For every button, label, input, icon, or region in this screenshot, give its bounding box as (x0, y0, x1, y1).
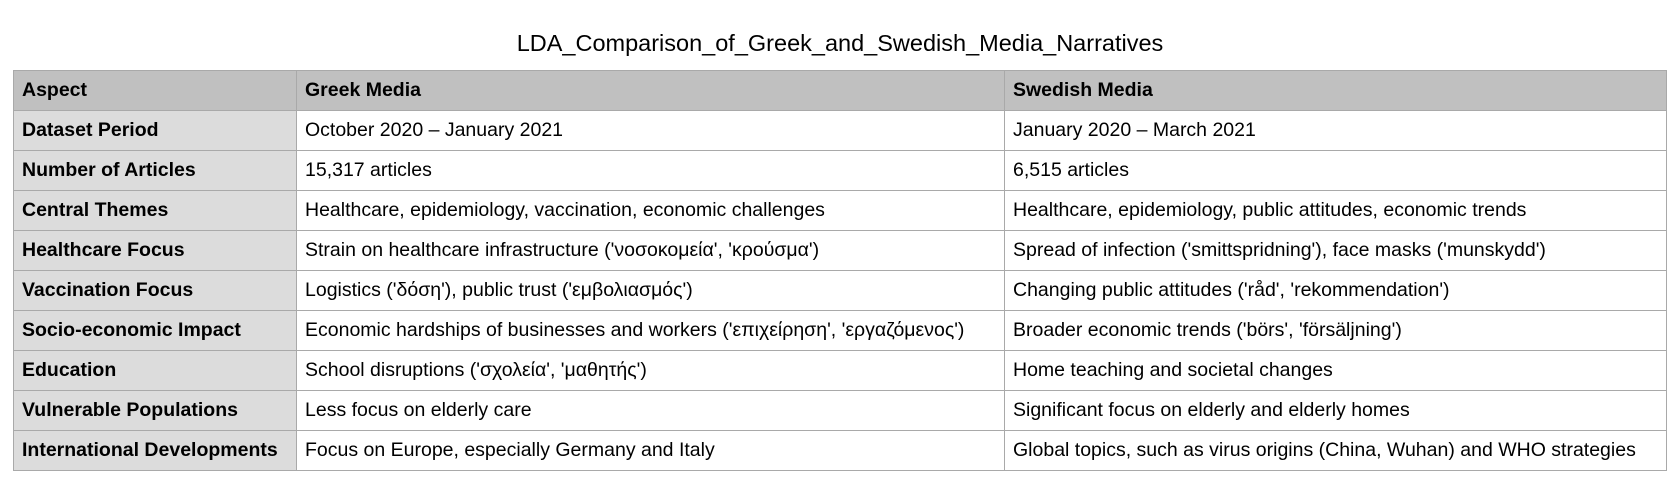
table-row: Number of Articles 15,317 articles 6,515… (13, 150, 1667, 191)
table-row: Vaccination Focus Logistics ('δόση'), pu… (13, 270, 1667, 311)
table-row: Vulnerable Populations Less focus on eld… (13, 390, 1667, 431)
greek-media-cell: Healthcare, epidemiology, vaccination, e… (296, 190, 1005, 231)
greek-media-cell: Strain on healthcare infrastructure ('νο… (296, 230, 1005, 271)
greek-media-cell: School disruptions ('σχολεία', 'μαθητής'… (296, 350, 1005, 391)
row-aspect-label: Socio-economic Impact (13, 310, 297, 351)
greek-media-cell: Focus on Europe, especially Germany and … (296, 430, 1005, 471)
row-aspect-label: Education (13, 350, 297, 391)
header-swedish-media: Swedish Media (1004, 70, 1667, 111)
swedish-media-cell: Home teaching and societal changes (1004, 350, 1667, 391)
row-aspect-label: Vaccination Focus (13, 270, 297, 311)
table-row: International Developments Focus on Euro… (13, 430, 1667, 471)
table-row: Central Themes Healthcare, epidemiology,… (13, 190, 1667, 231)
header-aspect: Aspect (13, 70, 297, 111)
greek-media-cell: Logistics ('δόση'), public trust ('εμβολ… (296, 270, 1005, 311)
table-row: Socio-economic Impact Economic hardships… (13, 310, 1667, 351)
header-row: Aspect Greek Media Swedish Media (13, 70, 1667, 111)
row-aspect-label: Healthcare Focus (13, 230, 297, 271)
row-aspect-label: Number of Articles (13, 150, 297, 191)
swedish-media-cell: January 2020 – March 2021 (1004, 110, 1667, 151)
swedish-media-cell: Significant focus on elderly and elderly… (1004, 390, 1667, 431)
swedish-media-cell: Healthcare, epidemiology, public attitud… (1004, 190, 1667, 231)
table-body: Dataset Period October 2020 – January 20… (13, 110, 1667, 471)
table-title: LDA_Comparison_of_Greek_and_Swedish_Medi… (516, 30, 1164, 56)
swedish-media-cell: Global topics, such as virus origins (Ch… (1004, 430, 1667, 471)
table-row: Education School disruptions ('σχολεία',… (13, 350, 1667, 391)
swedish-media-cell: Spread of infection ('smittspridning'), … (1004, 230, 1667, 271)
greek-media-cell: Economic hardships of businesses and wor… (296, 310, 1005, 351)
header-greek-media: Greek Media (296, 70, 1005, 111)
swedish-media-cell: Broader economic trends ('börs', 'försäl… (1004, 310, 1667, 351)
swedish-media-cell: Changing public attitudes ('råd', 'rekom… (1004, 270, 1667, 311)
row-aspect-label: International Developments (13, 430, 297, 471)
comparison-table: Aspect Greek Media Swedish Media Dataset… (13, 70, 1667, 471)
row-aspect-label: Vulnerable Populations (13, 390, 297, 431)
swedish-media-cell: 6,515 articles (1004, 150, 1667, 191)
row-aspect-label: Central Themes (13, 190, 297, 231)
row-aspect-label: Dataset Period (13, 110, 297, 151)
table-row: Dataset Period October 2020 – January 20… (13, 110, 1667, 151)
table-header: Aspect Greek Media Swedish Media (13, 70, 1667, 111)
greek-media-cell: Less focus on elderly care (296, 390, 1005, 431)
greek-media-cell: October 2020 – January 2021 (296, 110, 1005, 151)
greek-media-cell: 15,317 articles (296, 150, 1005, 191)
table-row: Healthcare Focus Strain on healthcare in… (13, 230, 1667, 271)
